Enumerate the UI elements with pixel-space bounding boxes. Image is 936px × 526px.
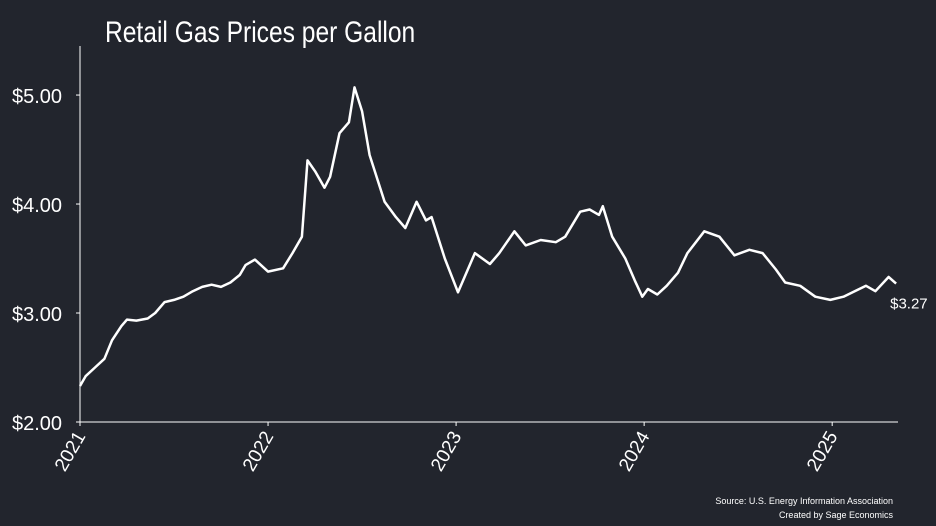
y-tick-label: $3.00 (12, 304, 62, 326)
y-tick-label: $5.00 (12, 86, 62, 108)
end-label: $3.27 (890, 296, 928, 313)
y-tick-label: $2.00 (12, 413, 62, 435)
source: Source: U.S. Energy Information Associat… (715, 496, 893, 506)
price-line (78, 86, 897, 387)
chart-title: Retail Gas Prices per Gallon (105, 15, 415, 49)
credit: Created by Sage Economics (779, 510, 894, 520)
y-tick-label: $4.00 (12, 195, 62, 217)
